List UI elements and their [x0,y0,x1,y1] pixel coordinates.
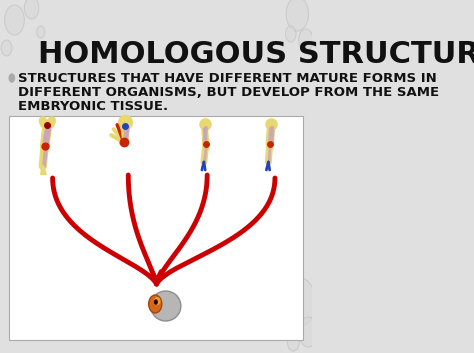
Circle shape [286,0,309,31]
Ellipse shape [151,291,181,321]
FancyBboxPatch shape [9,116,302,340]
Circle shape [24,0,39,19]
Circle shape [285,26,296,42]
Text: DIFFERENT ORGANISMS, BUT DEVELOP FROM THE SAME: DIFFERENT ORGANISMS, BUT DEVELOP FROM TH… [18,86,439,99]
Circle shape [37,26,45,38]
Circle shape [1,40,12,56]
Circle shape [155,300,157,304]
Circle shape [9,74,15,82]
Circle shape [287,333,299,351]
Ellipse shape [154,297,161,305]
Text: EMBRYONIC TISSUE.: EMBRYONIC TISSUE. [18,100,169,113]
Circle shape [5,5,24,35]
Circle shape [299,317,319,347]
Circle shape [299,29,313,51]
Ellipse shape [149,295,162,313]
Text: HOMOLOGOUS STRUCTURES: HOMOLOGOUS STRUCTURES [38,40,474,69]
Text: STRUCTURES THAT HAVE DIFFERENT MATURE FORMS IN: STRUCTURES THAT HAVE DIFFERENT MATURE FO… [18,72,437,85]
Circle shape [284,278,316,326]
